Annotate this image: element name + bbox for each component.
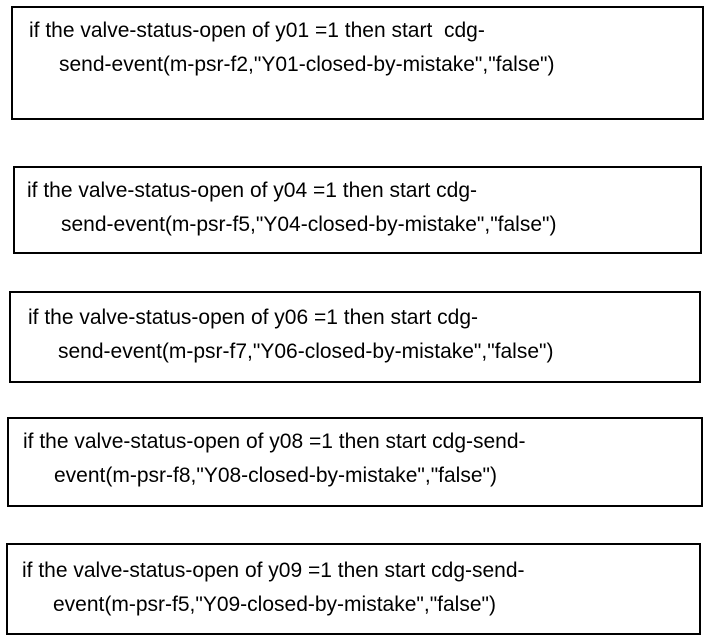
rule-box-y06: if the valve-status-open of y06 =1 then …	[9, 291, 701, 383]
rule-line-condition: if the valve-status-open of y08 =1 then …	[23, 430, 526, 453]
rule-line-action: send-event(m-psr-f2,"Y01-closed-by-mista…	[59, 53, 555, 76]
rule-line-condition: if the valve-status-open of y04 =1 then …	[27, 179, 478, 202]
rule-text: if the valve-status-open of y01 =1 then …	[13, 8, 702, 82]
rule-line-condition: if the valve-status-open of y06 =1 then …	[28, 306, 479, 329]
rule-box-y08: if the valve-status-open of y08 =1 then …	[7, 417, 703, 507]
rule-line-condition: if the valve-status-open of y09 =1 then …	[22, 559, 525, 582]
rule-line-condition: if the valve-status-open of y01 =1 then …	[29, 19, 485, 42]
rule-line-action: event(m-psr-f8,"Y08-closed-by-mistake","…	[54, 464, 497, 487]
rule-line-action: send-event(m-psr-f5,"Y04-closed-by-mista…	[61, 213, 557, 236]
rule-text: if the valve-status-open of y06 =1 then …	[11, 293, 699, 369]
rule-line-action: event(m-psr-f5,"Y09-closed-by-mistake","…	[53, 593, 496, 616]
rule-text: if the valve-status-open of y09 =1 then …	[8, 545, 699, 622]
rule-box-y01: if the valve-status-open of y01 =1 then …	[11, 6, 704, 120]
rule-box-y09: if the valve-status-open of y09 =1 then …	[6, 543, 701, 635]
rule-line-action: send-event(m-psr-f7,"Y06-closed-by-mista…	[58, 340, 554, 363]
rule-box-y04: if the valve-status-open of y04 =1 then …	[13, 166, 702, 254]
rule-text: if the valve-status-open of y04 =1 then …	[15, 168, 700, 242]
rule-text: if the valve-status-open of y08 =1 then …	[9, 419, 701, 493]
